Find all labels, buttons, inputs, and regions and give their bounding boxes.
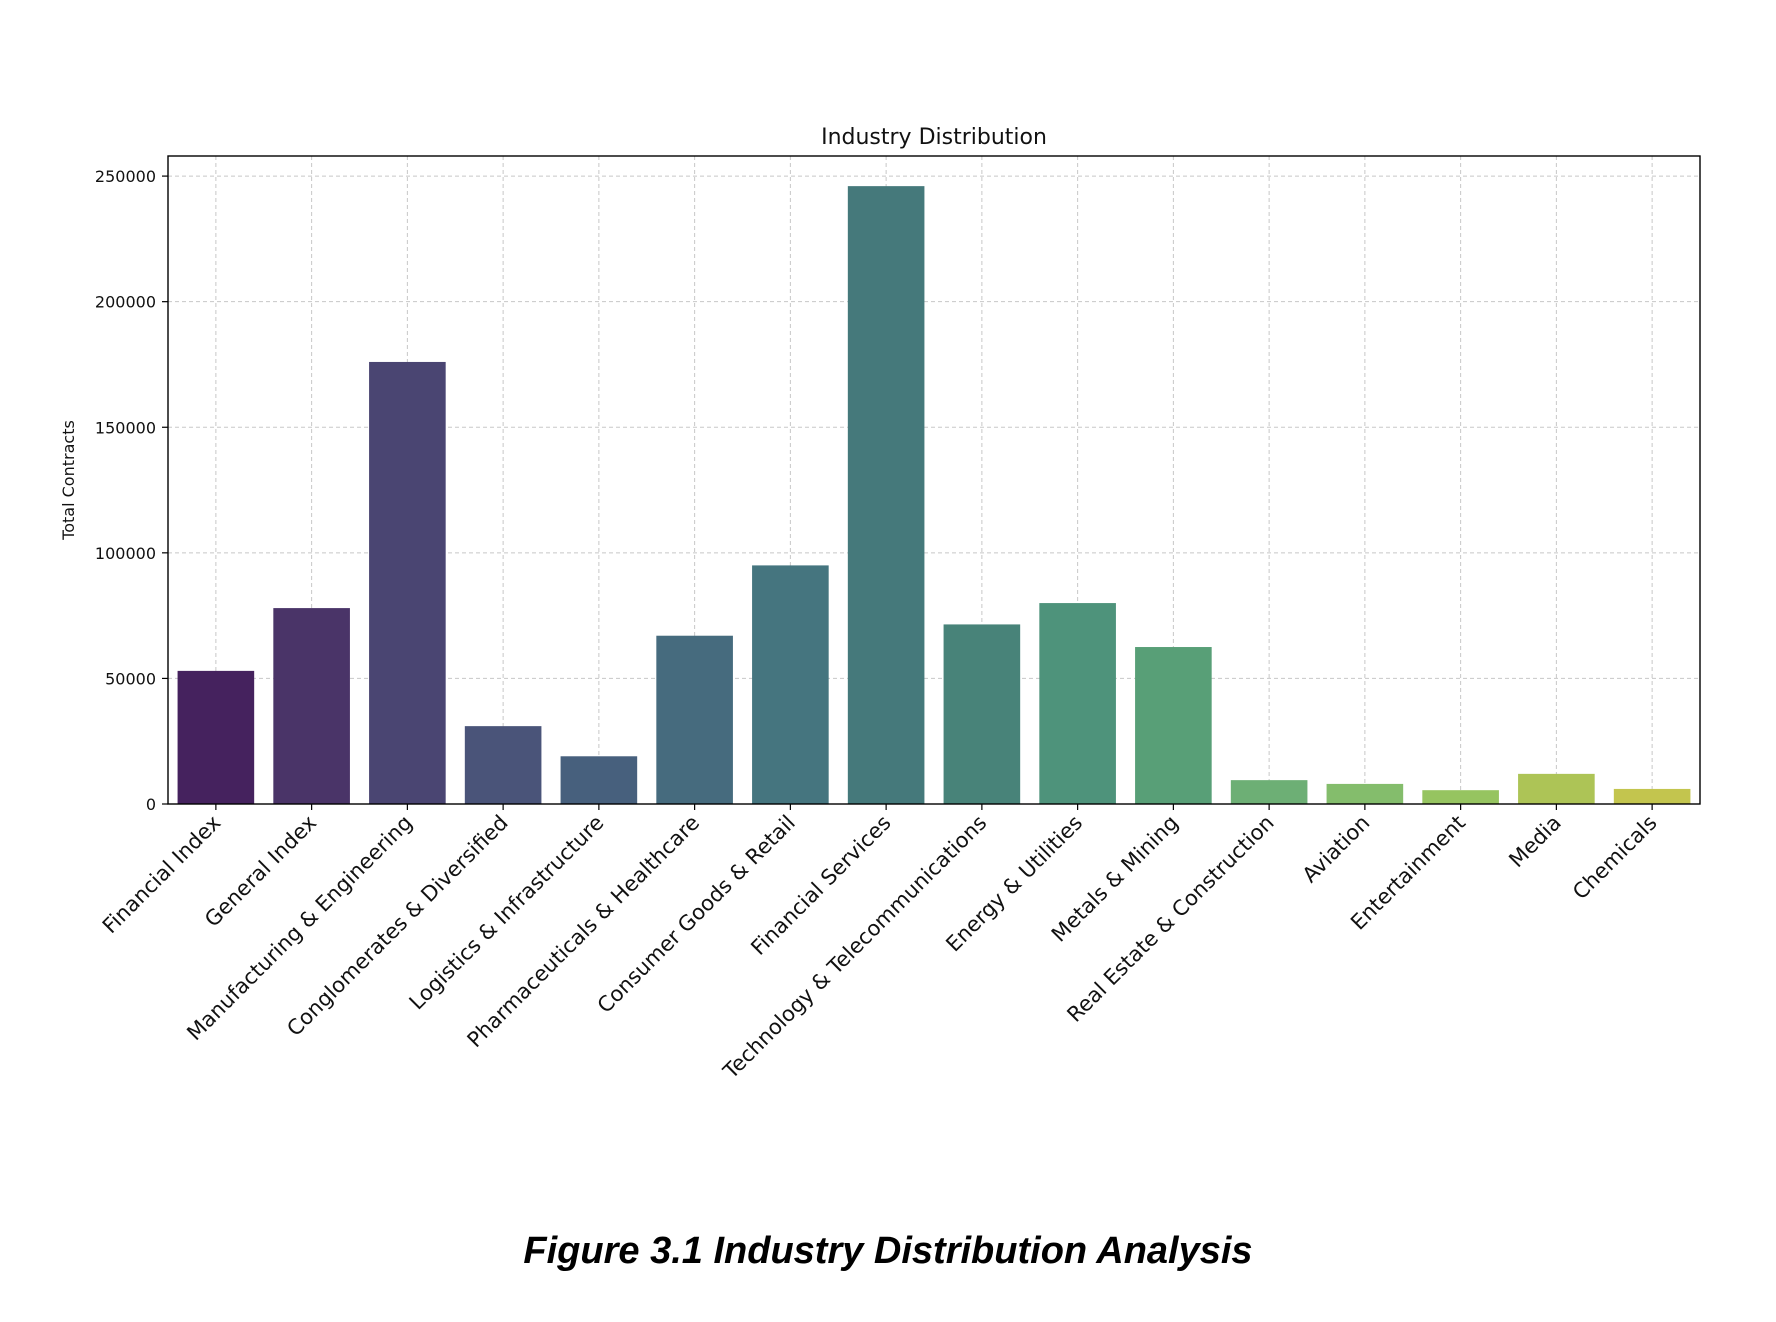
bar [177,670,255,804]
y-tick-label: 0 [146,795,156,814]
chart-svg: 0 50000 100000 150000 200000 250000 Financial … [59,125,1701,1084]
x-tick-label: Media [1504,811,1566,873]
bar [1613,788,1691,804]
bar [656,635,733,804]
x-tick-label: Aviation [1298,811,1375,888]
bar [1422,790,1499,804]
y-tick-label: 200000 [95,293,156,312]
bar [943,624,1021,804]
bar [1326,783,1404,804]
y-axis: 0 50000 100000 150000 200000 250000 [95,167,168,814]
bar [1518,773,1595,804]
y-tick-label: 100000 [95,544,156,563]
bar [1230,780,1308,804]
bar-chart: 0 50000 100000 150000 200000 250000 Financial … [59,125,1701,1084]
bar [464,726,542,804]
x-tick-label: Consumer Goods & Retail [593,811,800,1018]
x-tick-label: Logistics & Infrastructure [405,811,609,1015]
plot-frame [167,155,1701,805]
bar [560,756,638,804]
x-tick-label: Real Estate & Construction [1062,811,1278,1027]
y-tick-label: 250000 [95,167,156,186]
figure-caption: Figure 3.1 Industry Distribution Analysi… [523,1230,1253,1272]
bar [1039,603,1116,804]
x-tick-label: Chemicals [1568,811,1662,905]
bar [847,186,925,805]
y-axis-title: Total Contracts [59,420,78,541]
y-tick-label: 150000 [95,418,156,437]
bar [1135,647,1212,804]
y-tick-label: 50000 [105,669,156,688]
bar [273,608,350,804]
bar [752,565,829,804]
bars [177,186,1691,805]
bar [369,361,446,804]
chart-title: Industry Distribution [821,125,1047,150]
